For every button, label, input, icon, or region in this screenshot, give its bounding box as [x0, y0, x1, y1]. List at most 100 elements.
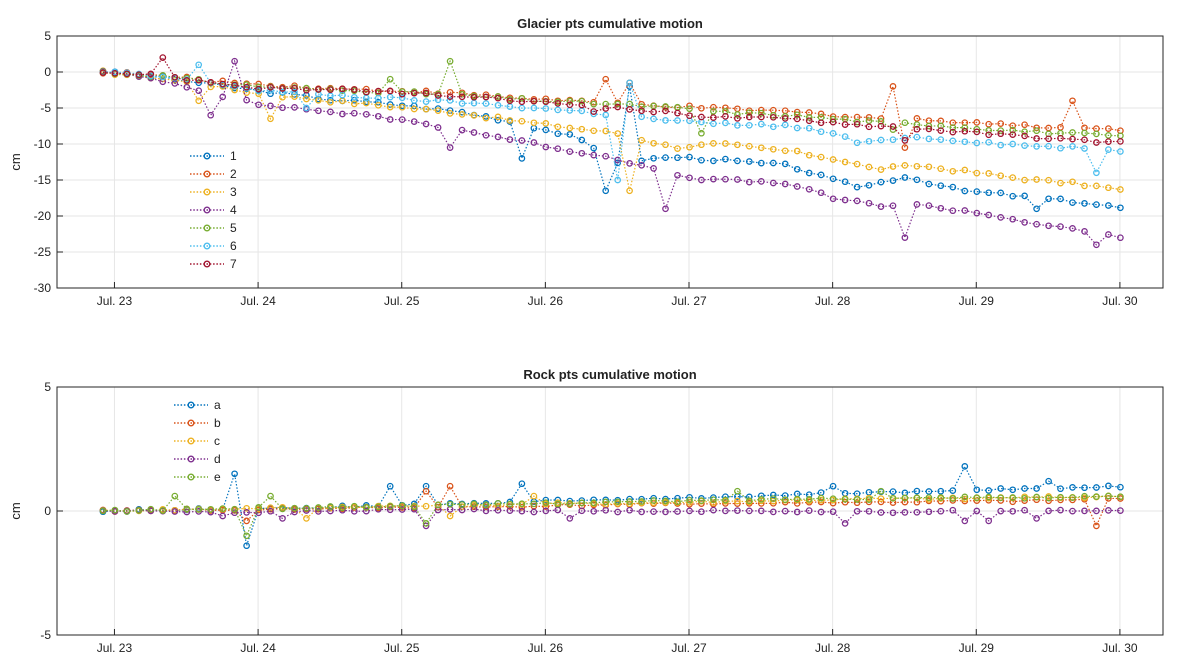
series-d-point: [650, 508, 657, 515]
series-4-point: [793, 183, 801, 190]
series-d-point: [398, 506, 406, 513]
series-1-point: [1093, 201, 1100, 208]
series-3-point: [374, 101, 382, 109]
series-7-point: [171, 73, 179, 81]
series-d-point: [494, 506, 502, 514]
series-7-point: [446, 93, 454, 100]
series-e-point: [662, 497, 669, 505]
series-7-point: [159, 54, 167, 61]
series-d-point: [985, 517, 993, 525]
series-7-point: [769, 113, 777, 121]
series-d-point: [279, 515, 286, 522]
series-7-point: [686, 112, 693, 120]
series-6-point: [386, 93, 394, 101]
series-3-point: [973, 169, 981, 177]
series-7-point: [279, 85, 286, 92]
y-tick-label: -10: [34, 137, 52, 151]
series-6-point: [877, 136, 885, 144]
series-d-point: [362, 507, 370, 515]
series-7-point: [1081, 136, 1088, 144]
series-3-point: [1045, 176, 1052, 184]
series-6-point: [422, 98, 430, 105]
series-6-point: [889, 136, 897, 144]
series-6-point: [793, 124, 801, 132]
series-3-point: [614, 130, 622, 137]
series-e-point: [291, 504, 298, 512]
series-1-point: [722, 155, 729, 163]
series-1-point: [554, 130, 562, 138]
series-e-point: [913, 494, 921, 502]
series-1-point: [1069, 199, 1076, 206]
series-5-point: [793, 111, 801, 119]
series-1-point: [949, 183, 957, 191]
series-1-point: [1045, 195, 1052, 203]
series-a-point: [386, 482, 394, 490]
legend-swatch-marker: [203, 188, 211, 196]
series-2-point: [638, 100, 645, 108]
series-4-point: [1045, 222, 1052, 230]
series-d-point: [781, 507, 789, 515]
series-7-point: [1093, 139, 1100, 146]
series-e: [99, 487, 1124, 540]
legend-label: e: [214, 470, 221, 484]
series-4-point: [267, 102, 274, 110]
x-tick-label: Jul. 25: [384, 294, 420, 308]
series-6-point: [279, 88, 286, 96]
series-d-point: [913, 508, 921, 516]
series-7-point: [458, 93, 466, 101]
series-3-point: [937, 165, 945, 173]
series-6-point: [781, 121, 789, 129]
series-d-point: [566, 515, 574, 522]
series-e-point: [386, 502, 394, 510]
series-4-point: [291, 104, 298, 111]
series-4-point: [1069, 225, 1076, 232]
series-6-point: [1057, 144, 1064, 152]
series-e-point: [327, 503, 334, 510]
series-4-point: [398, 116, 406, 123]
series-c-point: [817, 496, 825, 504]
series-7-point: [135, 71, 143, 79]
legend-item-4: 4: [190, 203, 237, 217]
series-1-point: [1057, 195, 1064, 203]
series-d-point: [530, 508, 538, 516]
series-1-point: [710, 157, 717, 165]
series-4-point: [219, 93, 227, 101]
series-a-point: [1057, 485, 1064, 493]
series-2-point: [710, 103, 717, 111]
series-6-point: [722, 119, 729, 127]
series-1-point: [327, 96, 334, 104]
series-1-point: [662, 154, 669, 161]
series-3-point: [386, 103, 394, 111]
legend-item-d: d: [174, 452, 221, 466]
series-d-point: [961, 517, 969, 525]
series-4-point: [1117, 234, 1124, 242]
legend-swatch-marker: [203, 152, 211, 160]
series-1-point: [1105, 202, 1112, 209]
series-d-point: [674, 508, 681, 515]
series-3-point: [398, 103, 406, 111]
legend-swatch-marker: [203, 170, 211, 178]
series-c-point: [303, 515, 310, 522]
series-6-point: [973, 139, 981, 147]
series-5-point: [446, 57, 454, 65]
series-7-point: [925, 125, 933, 133]
series-5-point: [566, 97, 574, 105]
series-5-point: [757, 109, 765, 117]
legend-label: 6: [230, 239, 237, 253]
series-1-point: [913, 176, 921, 184]
series-1-point: [434, 105, 442, 112]
series-e-point: [339, 504, 346, 512]
legend-item-a: a: [174, 398, 221, 412]
series-6-point: [602, 111, 610, 119]
series-4-point: [458, 126, 466, 134]
series-1-point: [590, 144, 598, 152]
series-5-point: [590, 100, 598, 108]
series-d-point: [1057, 506, 1064, 514]
series-b-point: [889, 499, 897, 506]
series-4-point: [554, 145, 562, 153]
series-c-point: [530, 492, 538, 500]
series-1-point: [889, 177, 897, 184]
glacier-y-axis-label: cm: [8, 153, 23, 170]
series-e-point: [398, 502, 406, 509]
series-4-point: [877, 203, 885, 210]
